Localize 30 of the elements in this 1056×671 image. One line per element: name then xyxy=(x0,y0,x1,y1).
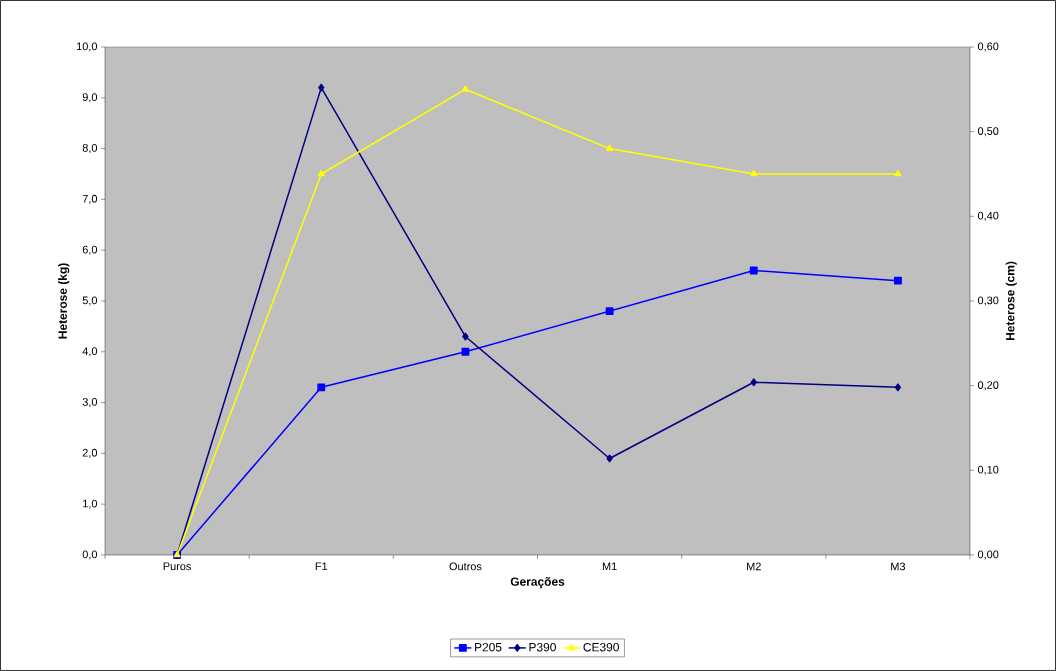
y-tick-label: 8,0 xyxy=(82,144,98,154)
y2-tick-label: 0,30 xyxy=(977,296,999,306)
y-tick-label: 6,0 xyxy=(82,245,98,255)
y2-tick-label: 0,10 xyxy=(977,465,999,475)
legend-label: CE390 xyxy=(583,642,619,652)
legend-label: P390 xyxy=(529,642,556,652)
y2-tick-label: 0,40 xyxy=(977,211,999,221)
y-tick-label: 0,0 xyxy=(82,550,98,560)
y-tick-label: 10,0 xyxy=(76,42,98,52)
y2-tick-label: 0,60 xyxy=(977,42,999,52)
x-tick-label: F1 xyxy=(315,562,328,571)
x-tick-label: M1 xyxy=(602,562,617,571)
y-tick-label: 3,0 xyxy=(82,398,98,408)
y-tick-label: 9,0 xyxy=(82,93,98,103)
x-axis-title: Gerações xyxy=(510,577,565,589)
y-axis-title: Heterose (kg) xyxy=(58,263,70,339)
y-tick-label: 4,0 xyxy=(82,347,98,357)
x-tick-label: Outros xyxy=(449,562,482,571)
x-tick-label: M3 xyxy=(891,562,906,571)
legend-label: P205 xyxy=(475,642,502,652)
y2-axis-title: Heterose (cm) xyxy=(1005,261,1017,341)
y2-tick-label: 0,20 xyxy=(977,381,999,391)
x-tick-label: M2 xyxy=(747,562,761,571)
y-tick-label: 7,0 xyxy=(82,194,98,204)
x-tick-label: Puros xyxy=(163,562,191,571)
y2-tick-label: 0,00 xyxy=(977,550,999,560)
y2-tick-label: 0,50 xyxy=(977,127,999,137)
y-tick-label: 1,0 xyxy=(83,499,98,509)
y-tick-label: 5,0 xyxy=(82,296,98,306)
y-tick-label: 2,0 xyxy=(82,448,98,458)
